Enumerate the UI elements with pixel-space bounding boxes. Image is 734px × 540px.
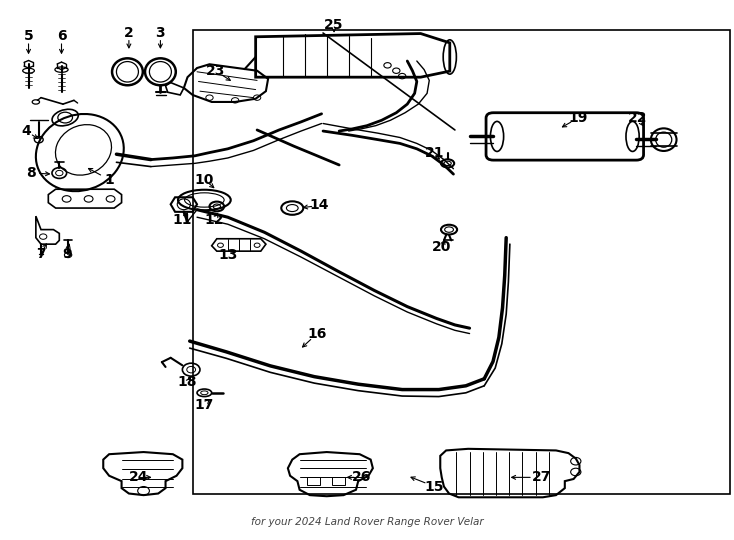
Text: 13: 13 <box>218 248 238 262</box>
Text: 11: 11 <box>172 213 192 227</box>
Text: 26: 26 <box>352 470 371 484</box>
Text: 7: 7 <box>36 247 46 261</box>
Text: 6: 6 <box>57 29 66 43</box>
Text: 21: 21 <box>425 146 444 160</box>
Text: 19: 19 <box>568 111 588 125</box>
Text: 25: 25 <box>324 18 344 32</box>
Text: for your 2024 Land Rover Range Rover Velar: for your 2024 Land Rover Range Rover Vel… <box>251 517 483 528</box>
Text: 24: 24 <box>128 470 148 484</box>
Text: 17: 17 <box>195 397 214 411</box>
Text: 9: 9 <box>62 247 71 261</box>
Text: 8: 8 <box>26 166 37 180</box>
Text: 16: 16 <box>308 327 327 341</box>
Text: 15: 15 <box>425 480 444 494</box>
Text: 18: 18 <box>178 375 197 389</box>
Bar <box>193 30 730 494</box>
Text: 2: 2 <box>124 26 134 40</box>
Text: 20: 20 <box>432 240 451 254</box>
Text: 14: 14 <box>310 198 329 212</box>
Text: 12: 12 <box>205 213 225 227</box>
Text: 27: 27 <box>531 470 551 484</box>
Text: 22: 22 <box>628 111 648 125</box>
Text: 4: 4 <box>21 124 32 138</box>
Text: 3: 3 <box>156 26 165 40</box>
Text: 5: 5 <box>23 29 34 43</box>
Text: 1: 1 <box>104 172 114 186</box>
Bar <box>307 477 320 485</box>
Text: 23: 23 <box>206 64 225 78</box>
Bar <box>332 477 345 485</box>
Text: 10: 10 <box>195 172 214 186</box>
